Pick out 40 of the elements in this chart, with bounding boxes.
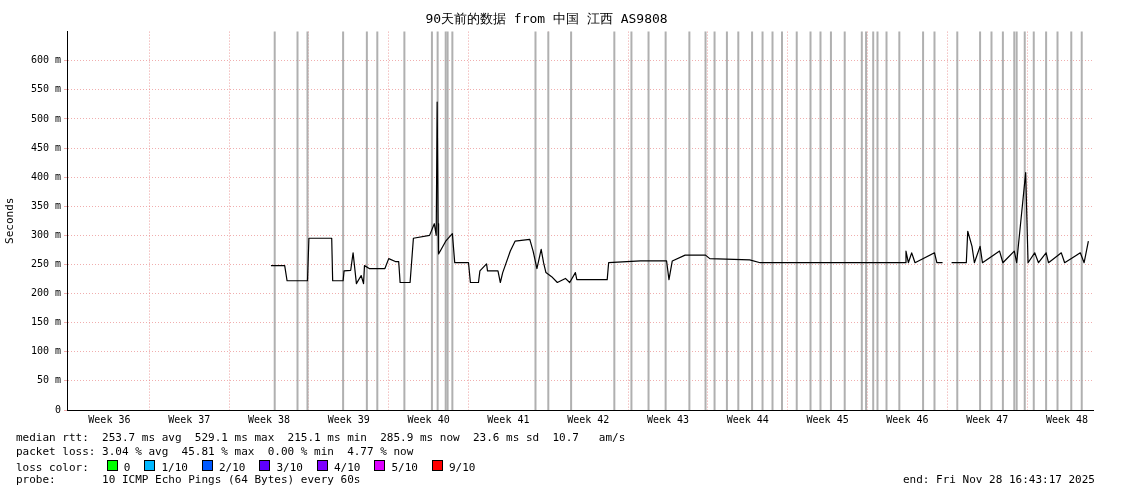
y-tick-label: 50 m — [36, 374, 61, 386]
x-tick-label: Week 48 — [1045, 413, 1089, 425]
y-tick-label: 200 m — [30, 287, 61, 299]
x-tick-label: Week 45 — [806, 413, 849, 425]
x-tick-label: Week 36 — [88, 413, 131, 425]
y-tick-label: 300 m — [30, 228, 61, 240]
x-tick-label: Week 40 — [407, 413, 450, 425]
legend-label: 1/10 — [160, 460, 188, 474]
y-axis-title: Seconds — [3, 197, 17, 244]
legend-label: 0 — [122, 460, 131, 474]
legend-title: loss color: — [16, 460, 89, 474]
legend-label: 5/10 — [390, 460, 418, 474]
legend-label: 4/10 — [333, 460, 361, 474]
y-tick-label: 150 m — [30, 316, 61, 328]
x-tick-label: Week 43 — [646, 413, 690, 425]
y-tick-label: 100 m — [30, 345, 61, 357]
y-tick-label: 350 m — [30, 199, 61, 211]
chart-title: 90天前的数据 from 中国 江西 AS9808 — [425, 11, 668, 27]
x-tick-label: Week 46 — [886, 413, 929, 425]
x-tick-label: Week 38 — [247, 413, 291, 425]
text: median rtt: 253.7 ms avg 529.1 ms max 215.1 ms min 285.9 ms now 23.6 ms sd 10.7 am/s — [16, 431, 626, 444]
legend-label: 3/10 — [275, 460, 303, 474]
x-tick-label: Week 42 — [567, 413, 610, 425]
x-tick-label: Week 37 — [168, 413, 211, 425]
y-tick-label: 250 m — [30, 258, 61, 270]
legend-label: 9/10 — [448, 460, 476, 474]
x-tick-label: Week 44 — [726, 413, 769, 425]
x-tick-label: Week 41 — [487, 413, 530, 425]
text: end: Fri Nov 28 16:43:17 2025 — [902, 473, 1095, 486]
y-tick-label: 400 m — [30, 170, 61, 182]
y-tick-label: 600 m — [30, 54, 61, 66]
y-tick-label: 500 m — [30, 112, 61, 124]
y-tick-label: 0 — [54, 403, 61, 415]
y-tick-label: 450 m — [30, 141, 61, 153]
text: packet loss: 3.04 % avg 45.81 % max 0.00 % min 4.77 % now — [16, 445, 414, 458]
text: probe: 10 ICMP Echo Pings (64 Bytes) every 60s — [16, 473, 361, 486]
x-tick-label: Week 47 — [966, 413, 1009, 425]
y-tick-label: 550 m — [30, 83, 61, 95]
legend-label: 2/10 — [218, 460, 246, 474]
x-tick-label: Week 39 — [327, 413, 370, 425]
